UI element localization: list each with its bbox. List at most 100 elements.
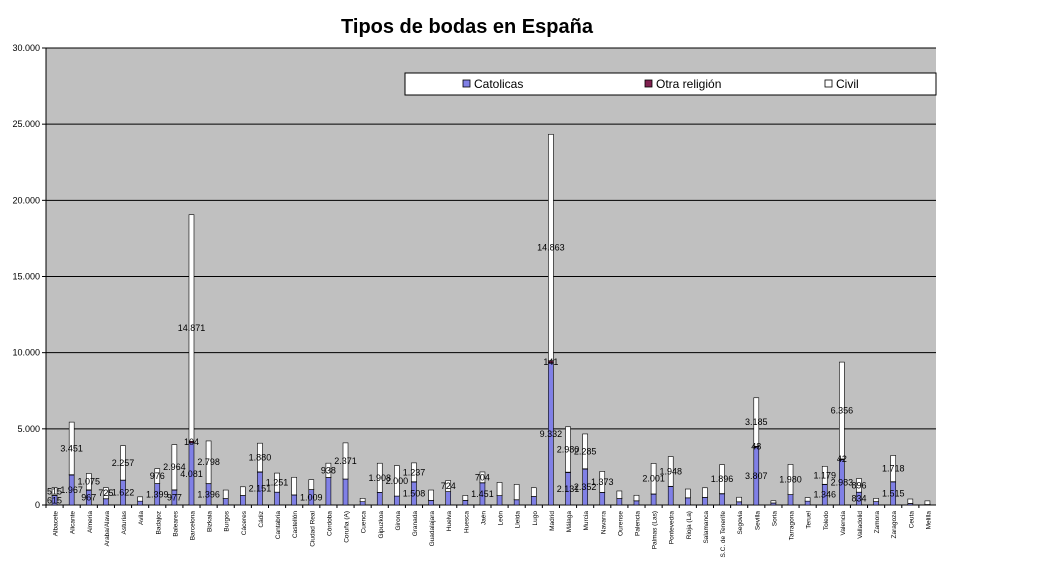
data-label: 104 xyxy=(184,437,199,447)
x-category-label: S.C. de Tenerife xyxy=(720,511,727,558)
data-label: 1.346 xyxy=(813,490,836,500)
x-category-label: Tarragona xyxy=(789,511,796,541)
x-category-label: Cádiz xyxy=(258,511,265,528)
y-tick-label: 30.000 xyxy=(12,43,40,53)
x-category-label: Bizkaia xyxy=(207,511,214,532)
bar-civil xyxy=(359,498,366,502)
legend-swatch xyxy=(824,79,833,88)
x-category-label: Cuenca xyxy=(361,511,368,534)
data-label: 725 xyxy=(98,488,113,498)
data-label: 967 xyxy=(81,493,96,503)
data-label: 141 xyxy=(543,357,558,367)
data-label: 2.371 xyxy=(334,456,357,466)
bar-civil xyxy=(325,462,332,478)
legend-swatch xyxy=(462,79,471,88)
x-category-label: Guadalajara xyxy=(429,511,436,547)
x-category-label: Sevilla xyxy=(754,511,761,531)
bar-civil xyxy=(68,421,75,475)
bar-catolicas xyxy=(462,500,469,506)
bar-civil xyxy=(787,464,794,495)
data-label: 1.880 xyxy=(249,453,272,463)
x-category-label: Araba/Alava xyxy=(104,511,111,547)
bar-civil xyxy=(85,473,92,491)
data-label: 1.399 xyxy=(146,489,169,499)
bar-civil xyxy=(462,495,469,501)
bar-civil xyxy=(650,463,657,495)
bar-civil xyxy=(188,214,195,442)
bar-civil xyxy=(770,500,777,504)
bar-civil xyxy=(291,476,297,496)
data-label: 1.622 xyxy=(112,488,135,498)
bar-civil xyxy=(428,489,434,501)
bar-catolicas xyxy=(770,502,777,506)
bar-catolicas xyxy=(274,491,280,506)
bar-civil xyxy=(137,496,143,502)
x-category-label: Ciudad Real xyxy=(309,510,316,546)
bar-civil xyxy=(667,456,674,487)
data-label: 9.332 xyxy=(540,429,563,439)
x-category-label: Toledo xyxy=(823,511,830,531)
x-category-label: Palencia xyxy=(634,511,641,536)
data-label: 615 xyxy=(47,495,62,505)
bar-catolicas xyxy=(291,494,297,506)
x-category-label: Valladolid xyxy=(857,511,864,539)
bar-catolicas xyxy=(685,497,691,506)
bar-civil xyxy=(240,486,246,496)
data-label: 3.185 xyxy=(745,417,768,427)
bar-civil xyxy=(890,455,897,482)
bar-civil xyxy=(685,488,691,499)
bar-civil xyxy=(821,465,828,485)
data-label: 1.908 xyxy=(368,473,391,483)
y-tick-label: 0 xyxy=(35,500,40,510)
bar-civil xyxy=(376,462,383,493)
bar-civil xyxy=(513,484,520,500)
data-label: 4.081 xyxy=(180,469,203,479)
bar-civil xyxy=(342,442,349,480)
data-label: 2.285 xyxy=(574,446,597,456)
bar-civil xyxy=(907,498,914,504)
x-category-label: Rioja (La) xyxy=(686,511,693,539)
bar-catolicas xyxy=(428,500,434,506)
x-category-label: Asturias xyxy=(121,510,128,534)
x-category-label: Navarra xyxy=(600,511,607,535)
bar-catolicas xyxy=(222,498,229,506)
data-label: 48 xyxy=(751,442,761,452)
data-label: 1.980 xyxy=(779,474,802,484)
x-category-label: Barcelona xyxy=(189,511,196,541)
x-category-label: Cáceres xyxy=(241,510,248,535)
x-category-label: Huesca xyxy=(463,511,470,533)
bar-civil xyxy=(103,487,109,500)
x-category-label: Granada xyxy=(412,511,419,537)
bar-catolicas xyxy=(137,500,143,506)
data-label: 1.451 xyxy=(471,489,494,499)
x-category-label: Madrid xyxy=(549,511,556,531)
chart-title: Tipos de bodas en España xyxy=(341,16,594,38)
bar-civil xyxy=(856,478,862,493)
x-category-label: Pontevedra xyxy=(669,511,676,545)
bar-civil xyxy=(394,465,400,497)
bar-catolicas xyxy=(240,495,246,506)
x-category-label: Ourense xyxy=(617,511,624,536)
x-category-label: Gipuzkoa xyxy=(378,511,385,539)
bar-catolicas xyxy=(616,498,623,506)
bar-catolicas xyxy=(376,492,383,506)
data-label: 1.009 xyxy=(300,492,323,502)
data-label: 2.257 xyxy=(112,458,135,468)
x-category-label: Badajoz xyxy=(155,511,162,535)
data-label: 42 xyxy=(837,454,847,464)
bar-catolicas xyxy=(445,491,452,506)
bar-civil xyxy=(479,471,486,483)
data-label: 1.896 xyxy=(711,474,734,484)
bar-catolicas xyxy=(719,493,725,506)
data-label: 14.871 xyxy=(178,323,206,333)
bar-catolicas xyxy=(633,500,640,506)
x-category-label: Soria xyxy=(771,511,778,527)
data-label: 1.237 xyxy=(403,467,426,477)
data-label: 1.718 xyxy=(882,464,905,474)
bar-civil xyxy=(565,426,571,473)
x-category-label: Zaragoza xyxy=(891,511,898,539)
legend-label: Civil xyxy=(836,77,859,91)
x-category-label: Málaga xyxy=(566,511,573,533)
bar-catolicas xyxy=(530,496,537,506)
